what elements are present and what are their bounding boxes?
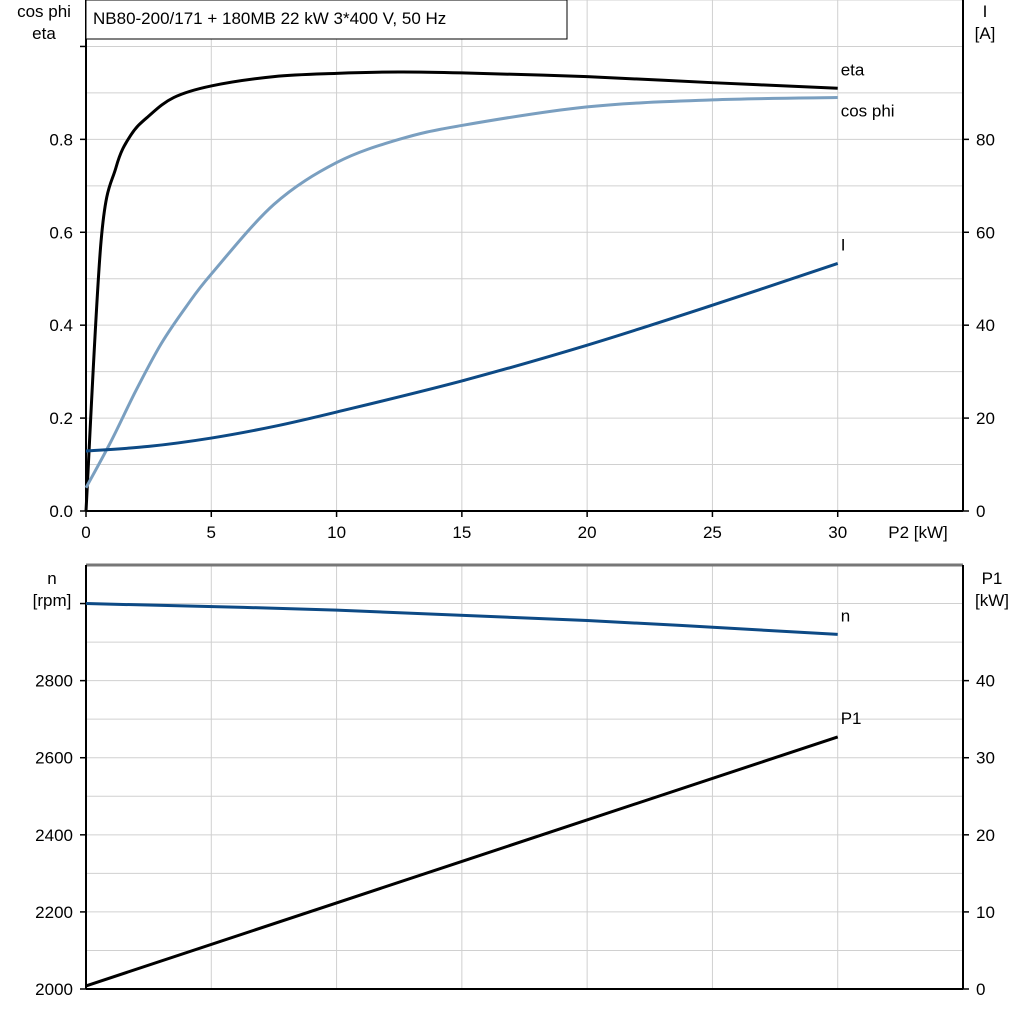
axes: [80, 0, 969, 990]
series-line-n: [85, 602, 838, 636]
left-axis-title: cos phi: [17, 2, 71, 21]
chart-title: NB80-200/171 + 180MB 22 kW 3*400 V, 50 H…: [93, 9, 446, 28]
x-tick-label: 5: [207, 523, 216, 542]
right-tick-label: 20: [976, 826, 995, 845]
series-line-I: [85, 261, 839, 453]
grid: [86, 0, 963, 989]
right-axis-title: P1: [982, 569, 1003, 588]
right-tick-label: 0: [976, 502, 985, 521]
left-tick-label: 0.2: [49, 409, 73, 428]
left-axis-title: n: [47, 569, 56, 588]
right-tick-label: 80: [976, 130, 995, 149]
left-tick-label: 0.8: [49, 130, 73, 149]
right-tick-label: 60: [976, 223, 995, 242]
right-axis-title: [A]: [975, 24, 996, 43]
right-tick-label: 40: [976, 672, 995, 691]
right-axis-title: [kW]: [975, 591, 1009, 610]
series-line-eta: [84, 70, 838, 512]
x-tick-label: 30: [828, 523, 847, 542]
left-tick-label: 2000: [35, 980, 73, 999]
x-tick-label: 0: [81, 523, 90, 542]
x-axis-label: P2 [kW]: [888, 523, 948, 542]
right-tick-label: 30: [976, 749, 995, 768]
left-tick-label: 2400: [35, 826, 73, 845]
left-tick-label: 2600: [35, 749, 73, 768]
left-tick-label: 2800: [35, 672, 73, 691]
series-lines: [84, 70, 839, 988]
series-line-P1: [85, 735, 839, 988]
left-tick-label: 0.4: [49, 316, 73, 335]
left-tick-label: 0.0: [49, 502, 73, 521]
right-tick-label: 0: [976, 980, 985, 999]
left-axis-title: [rpm]: [33, 591, 72, 610]
x-tick-label: 25: [703, 523, 722, 542]
series-label-P1: P1: [841, 709, 862, 728]
right-tick-label: 20: [976, 409, 995, 428]
left-tick-label: 0.6: [49, 223, 73, 242]
title-box: NB80-200/171 + 180MB 22 kW 3*400 V, 50 H…: [85, 0, 568, 40]
left-axis-title: eta: [32, 24, 56, 43]
x-tick-label: 10: [327, 523, 346, 542]
series-label-I: I: [841, 235, 846, 254]
series-line-cos-phi: [84, 96, 838, 489]
right-axis-title: I: [983, 2, 988, 21]
right-tick-label: 10: [976, 903, 995, 922]
series-label-eta: eta: [841, 60, 865, 79]
series-label-cos-phi: cos phi: [841, 102, 895, 121]
x-tick-label: 15: [452, 523, 471, 542]
right-tick-label: 40: [976, 316, 995, 335]
labels: 0.0 0.2 0.4 0.6 0.8 0 20 40 60 80 0 5 10 15 20 25 30 P2 […: [17, 2, 1009, 999]
series-label-n: n: [841, 606, 850, 625]
left-tick-label: 2200: [35, 903, 73, 922]
x-tick-label: 20: [578, 523, 597, 542]
